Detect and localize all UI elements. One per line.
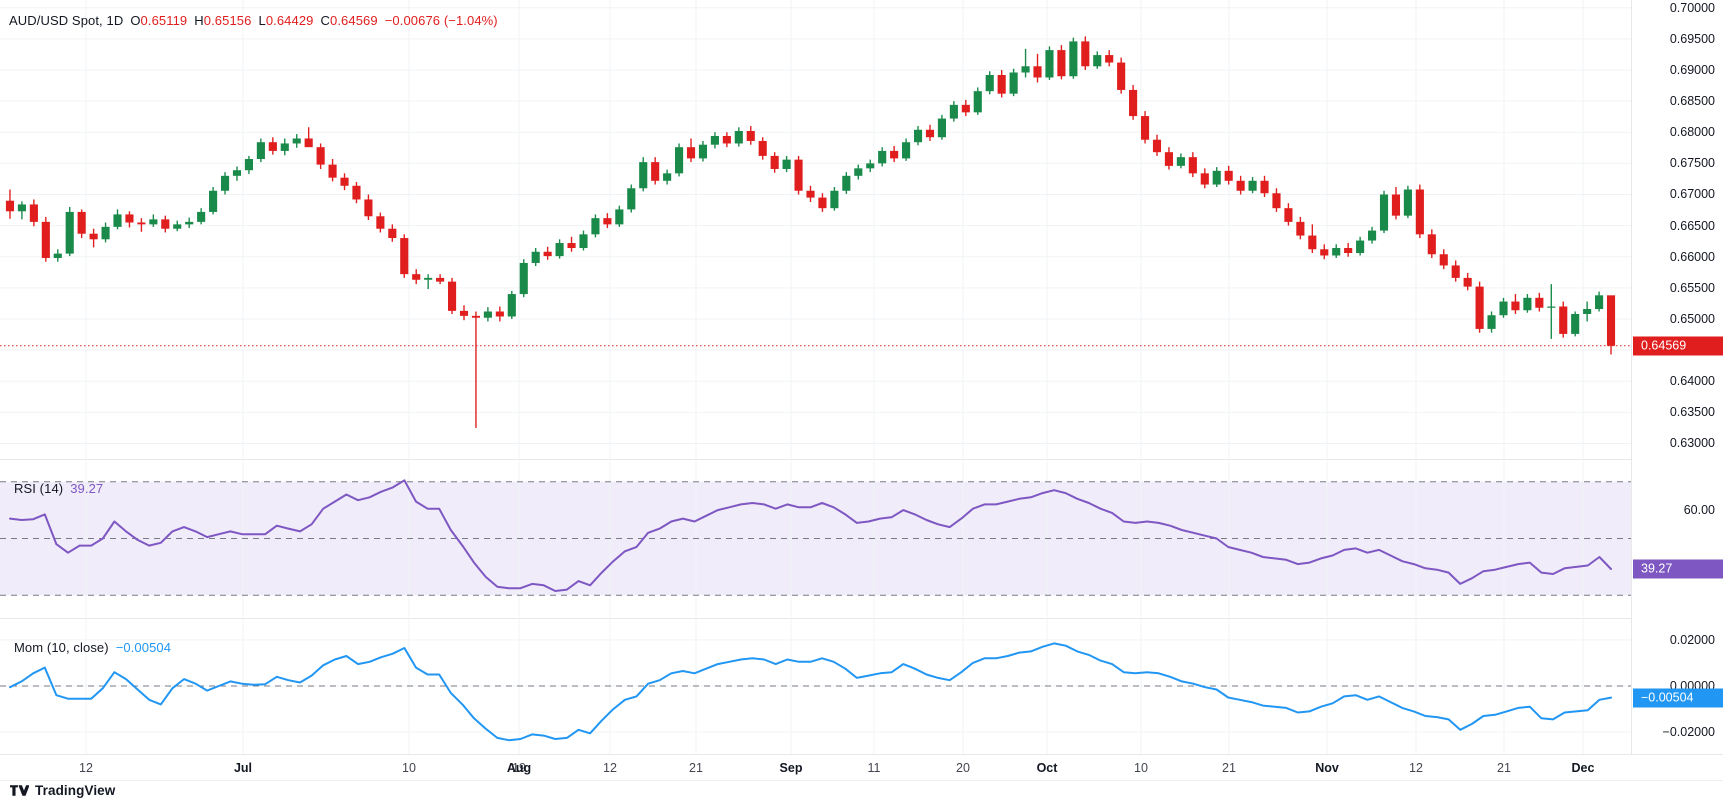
rsi-pane: 60.00 39.27 (0, 459, 1723, 618)
momentum-plot-area[interactable] (0, 618, 1631, 754)
price-tick: 0.67500 (1669, 156, 1715, 171)
time-tick-label: 21 (1497, 761, 1511, 775)
tradingview-wordmark: TradingView (35, 783, 116, 798)
price-plot-area[interactable] (0, 0, 1631, 459)
momentum-line (9, 642, 1612, 742)
time-tick-label: Dec (1571, 761, 1595, 775)
momentum-tick: −0.02000 (1662, 725, 1715, 740)
price-tick: 0.68000 (1669, 125, 1715, 140)
price-tick: 0.64000 (1669, 374, 1715, 389)
momentum-tick: 0.02000 (1669, 632, 1715, 647)
price-tick: 0.69500 (1669, 31, 1715, 46)
price-tick: 0.67000 (1669, 187, 1715, 202)
candle-series (5, 36, 1616, 428)
time-tick-label: 10 (402, 761, 416, 775)
rsi-line (9, 479, 1612, 592)
price-axis[interactable]: 0.70000 0.69500 0.69000 0.68500 0.68000 0.675… (1631, 0, 1723, 459)
rsi-plot-area[interactable] (0, 459, 1631, 618)
momentum-value-badge[interactable]: −0.00504 (1633, 688, 1723, 708)
price-tick: 0.63000 (1669, 436, 1715, 451)
time-tick-label: 12 (603, 761, 617, 775)
time-tick-label: Jul (233, 761, 253, 775)
current-price-badge[interactable]: 0.64569 (1633, 336, 1723, 356)
tradingview-mark-icon (10, 784, 29, 797)
time-tick-label: Sep (779, 761, 803, 775)
pane-divider-price-rsi[interactable] (0, 459, 1723, 460)
price-tick: 0.69000 (1669, 63, 1715, 78)
time-tick-label: 21 (1222, 761, 1236, 775)
price-tick: 0.65000 (1669, 311, 1715, 326)
price-tick: 0.65500 (1669, 280, 1715, 295)
momentum-axis[interactable]: 0.02000 0.00000 −0.02000 −0.00504 (1631, 618, 1723, 754)
time-tick-label: 12 (79, 761, 93, 775)
time-tick-label: Nov (1315, 761, 1339, 775)
rsi-tick: 60.00 (1683, 503, 1715, 518)
time-tick-label: Oct (1036, 761, 1058, 775)
price-tick: 0.66000 (1669, 249, 1715, 264)
price-pane: 0.70000 0.69500 0.69000 0.68500 0.68000 0.675… (0, 0, 1723, 459)
time-tick-label: 10 (1134, 761, 1148, 775)
footer: TradingView (0, 781, 1723, 803)
time-tick-label: 11 (867, 761, 881, 775)
rsi-axis[interactable]: 60.00 39.27 (1631, 459, 1723, 618)
momentum-pane: 0.02000 0.00000 −0.02000 −0.00504 (0, 618, 1723, 754)
rsi-value-badge[interactable]: 39.27 (1633, 559, 1723, 579)
tradingview-logo[interactable]: TradingView (10, 783, 115, 798)
time-tick-label: Aug (506, 761, 532, 775)
time-axis[interactable]: 12 Jul 10 19 Aug 12 21 Sep 11 20 Oct 10 21 Nov 12 21 Dec (0, 754, 1723, 781)
time-tick-label: 20 (956, 761, 970, 775)
time-tick-label: 21 (689, 761, 703, 775)
price-tick: 0.68500 (1669, 94, 1715, 109)
price-tick: 0.70000 (1669, 0, 1715, 15)
time-tick-label: 12 (1409, 761, 1423, 775)
time-tick-label: 19 (512, 761, 526, 775)
pane-divider-rsi-momentum[interactable] (0, 618, 1723, 619)
price-tick: 0.63500 (1669, 405, 1715, 420)
price-tick: 0.66500 (1669, 218, 1715, 233)
